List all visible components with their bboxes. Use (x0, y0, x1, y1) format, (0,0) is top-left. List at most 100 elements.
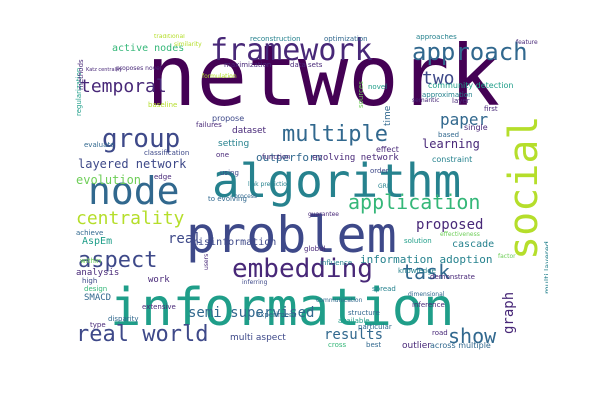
cloud-word: one (216, 151, 230, 159)
cloud-word: global (304, 245, 326, 253)
cloud-word: embedding (232, 254, 373, 284)
cloud-word: classification (144, 149, 190, 157)
cloud-word: disparity (108, 315, 139, 323)
cloud-word: multi layered (543, 241, 548, 294)
cloud-word: active nodes (112, 43, 185, 54)
cloud-word: structure (348, 309, 380, 317)
cloud-word: methods (77, 59, 85, 90)
cloud-word: baseline (148, 101, 178, 109)
cloud-word: layered network (78, 157, 187, 171)
cloud-word: road (432, 329, 448, 337)
cloud-word: available (338, 317, 370, 325)
cloud-word: best (366, 341, 382, 349)
cloud-word: within (80, 257, 102, 265)
cloud-word: edge (154, 173, 172, 181)
cloud-word: group (102, 124, 181, 154)
cloud-word: cascade (452, 239, 495, 250)
cloud-word: SMACD (84, 293, 112, 303)
cloud-word: layer (452, 97, 470, 105)
cloud-word: inferring (242, 279, 268, 286)
cloud-word: dimensional (408, 291, 445, 298)
cloud-word: results (324, 327, 384, 343)
cloud-word: approach (412, 38, 528, 66)
cloud-word: optimization (324, 35, 368, 43)
cloud-word: centrality (76, 208, 185, 229)
cloud-word: evolution (76, 173, 142, 187)
cloud-word: setting (218, 139, 250, 149)
cloud-word: extensive (142, 303, 176, 311)
cloud-word: Katz centrality (86, 67, 123, 73)
cloud-word: inference (412, 301, 445, 309)
cloud-word: achieve (76, 229, 104, 237)
cloud-word: experiment (256, 311, 297, 319)
cloud-word: temporal (80, 76, 167, 97)
cloud-word: to evolving (208, 195, 247, 203)
cloud-word: effectiveness (440, 231, 480, 238)
cloud-word: maximization (224, 61, 272, 69)
cloud-word: real (168, 231, 202, 247)
cloud-word: proposed (416, 217, 484, 233)
cloud-word: function (262, 153, 291, 161)
cloud-word: factor (498, 253, 516, 260)
cloud-word: propose (212, 114, 245, 123)
cloud-word: algorithm (212, 154, 462, 208)
cloud-word: knowledge (398, 267, 436, 275)
cloud-word: semantic (412, 97, 440, 104)
cloud-word: failures (196, 121, 222, 129)
cloud-word: approaches (416, 34, 457, 41)
cloud-word: solution (404, 237, 432, 245)
cloud-word: dataset (232, 126, 267, 136)
cloud-word: task (402, 260, 451, 284)
cloud-word: information (110, 278, 455, 338)
cloud-word: multi aspect (230, 333, 286, 343)
cloud-word: two (422, 68, 455, 89)
cloud-word: feature (516, 39, 538, 46)
cloud-word: traditional (154, 34, 185, 40)
cloud-word: type (90, 321, 106, 329)
cloud-word: GRN (378, 183, 392, 190)
cloud-word: cross (328, 341, 347, 349)
cloud-word: reconstruction (250, 35, 301, 43)
cloud-word: across multiple (430, 341, 491, 350)
cloud-word: demonstrate (430, 273, 475, 281)
cloud-word: link prediction (248, 181, 291, 188)
cloud-word: design (84, 285, 108, 293)
cloud-word: based (438, 131, 460, 139)
cloud-word: constraint (432, 155, 473, 164)
cloud-word: show (448, 324, 497, 348)
cloud-word: novel (368, 83, 388, 91)
cloud-word: analysis (76, 268, 120, 278)
cloud-word: similarity (174, 41, 202, 48)
cloud-word: node (88, 169, 180, 213)
cloud-word: learning (422, 137, 480, 151)
cloud-word: aspect (78, 248, 158, 273)
cloud-word: proposes novel (116, 65, 162, 72)
cloud-word: formulation (202, 73, 237, 80)
cloud-word: spread (372, 285, 396, 293)
cloud-word: guarantee (308, 211, 339, 218)
cloud-word: time (383, 105, 393, 126)
cloud-word: information adoption (360, 253, 493, 266)
cloud-word: social (501, 115, 547, 261)
cloud-word: users (203, 253, 210, 270)
cloud-word: AspEm (82, 236, 113, 247)
cloud-word: network (146, 34, 501, 125)
cloud-word: semi supervised (188, 305, 315, 321)
cloud-word: data sets (290, 61, 323, 69)
cloud-word: multiple (282, 122, 388, 147)
cloud-word: single (464, 123, 488, 132)
cloud-word: graph (501, 291, 517, 334)
cloud-word: process (234, 193, 258, 200)
cloud-word: evolving network (312, 153, 399, 163)
cloud-word: approximation (422, 91, 473, 99)
cloud-word: order (370, 167, 389, 175)
cloud-word: using (220, 169, 239, 177)
cloud-word: influence (320, 259, 353, 267)
cloud-word: misinformation (192, 237, 277, 248)
cloud-word: sources (357, 81, 365, 108)
cloud-word: real world (76, 322, 209, 347)
cloud-word: paper (440, 110, 489, 129)
cloud-word: outlier (402, 341, 431, 351)
cloud-word: application (348, 190, 481, 214)
cloud-word: communication (316, 297, 363, 304)
